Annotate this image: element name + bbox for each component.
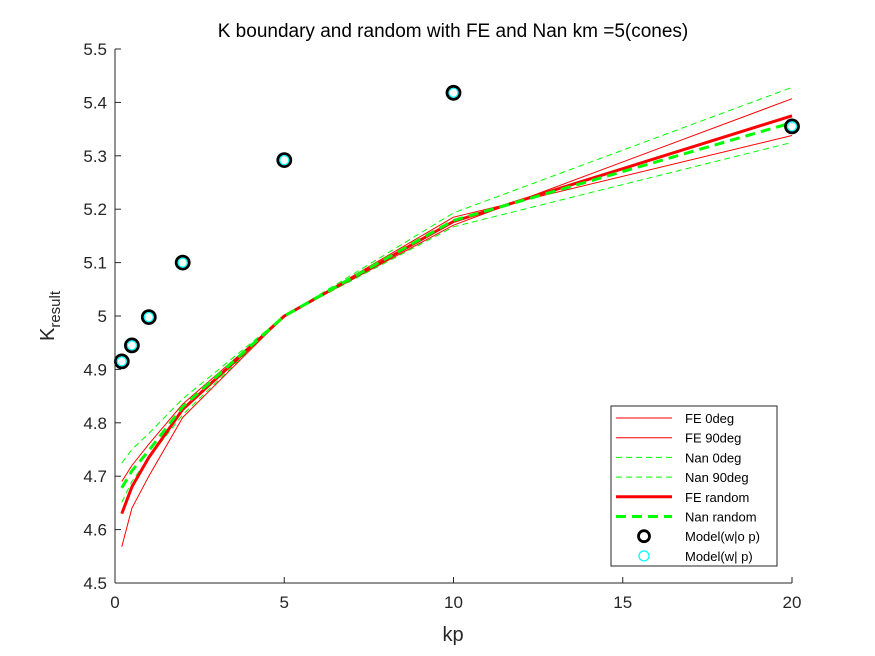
legend-label-fe-0deg: FE 0deg bbox=[685, 411, 734, 426]
legend: FE 0deg FE 90deg Nan 0deg Nan 90deg FE rando… bbox=[610, 405, 778, 567]
axes-layer: 0 5 10 15 20 4.5 4.6 4.7 4.8 4.9 5 5.1 5.2 5.3 5.4 5.5 bbox=[83, 40, 801, 612]
y-tick-label: 5.5 bbox=[83, 40, 107, 59]
y-tick-label: 4.9 bbox=[83, 360, 107, 379]
chart-title: K boundary and random with FE and Nan km… bbox=[218, 21, 689, 42]
marker-model-w-p bbox=[786, 121, 798, 132]
series-line-fe-0deg bbox=[121, 98, 793, 547]
marker-model-w-o-p bbox=[123, 337, 140, 354]
y-tick-label: 5.3 bbox=[83, 147, 107, 166]
x-tick-label: 20 bbox=[783, 593, 802, 612]
legend-swatch-model-w-p bbox=[638, 550, 650, 562]
legend-label-model-w-o-p: Model(w|o p) bbox=[685, 529, 760, 544]
marker-model-w-p bbox=[177, 257, 188, 268]
legend-label-nan-0deg: Nan 0deg bbox=[685, 450, 741, 465]
x-tick-label: 15 bbox=[613, 593, 632, 612]
legend-label-nan-random: Nan random bbox=[685, 510, 757, 525]
series-line-nan-random bbox=[120, 121, 793, 489]
y-tick-label: 5.4 bbox=[83, 93, 107, 112]
series-line-fe-90deg bbox=[121, 135, 793, 482]
legend-label-nan-90deg: Nan 90deg bbox=[685, 470, 749, 485]
marker-model-w-p bbox=[279, 155, 290, 166]
y-axis-label-subscript: result bbox=[47, 290, 64, 328]
y-tick-label: 5.1 bbox=[83, 254, 107, 273]
marker-model-w-o-p bbox=[445, 84, 462, 101]
y-tick-label: 4.5 bbox=[83, 574, 107, 593]
marker-model-w-o-p bbox=[174, 254, 191, 271]
y-tick-label: 5.2 bbox=[83, 200, 107, 219]
x-tick-label: 5 bbox=[280, 593, 289, 612]
x-tick-label: 10 bbox=[444, 593, 463, 612]
y-tick-label: 4.8 bbox=[83, 414, 107, 433]
marker-model-w-p bbox=[448, 87, 459, 98]
x-axis-label: kp bbox=[442, 624, 463, 646]
marker-model-w-o-p bbox=[140, 309, 157, 326]
legend-label-fe-90deg: FE 90deg bbox=[685, 431, 741, 446]
y-axis-label-main: K bbox=[37, 327, 59, 341]
y-tick-label: 5 bbox=[98, 307, 107, 326]
x-tick-label: 0 bbox=[110, 593, 119, 612]
legend-label-model-w-p: Model(w| p) bbox=[685, 549, 753, 564]
y-tick-label: 4.6 bbox=[83, 521, 107, 540]
legend-label-fe-random: FE random bbox=[685, 490, 749, 505]
legend-swatch-model-w-o-p bbox=[637, 529, 651, 544]
marker-model-w-p bbox=[126, 340, 137, 351]
marker-model-w-p bbox=[143, 312, 154, 323]
series-layer bbox=[113, 84, 800, 547]
y-axis-label: Kresult bbox=[37, 290, 64, 341]
series-line-nan-90deg bbox=[121, 141, 793, 464]
marker-model-w-o-p bbox=[784, 118, 800, 135]
y-tick-label: 4.7 bbox=[83, 467, 107, 486]
series-line-nan-0deg bbox=[121, 86, 793, 503]
marker-model-w-p bbox=[116, 356, 127, 367]
series-line-fe-random bbox=[120, 114, 793, 515]
marker-model-w-o-p bbox=[276, 152, 293, 169]
